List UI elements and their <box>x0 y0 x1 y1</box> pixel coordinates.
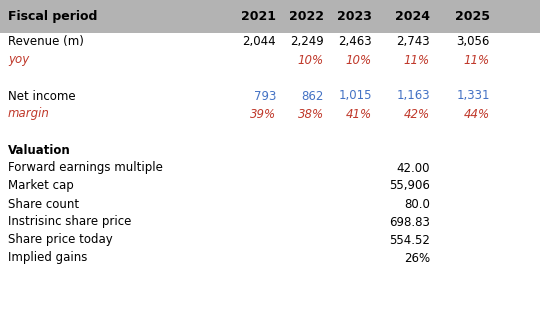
Text: Fiscal period: Fiscal period <box>8 10 97 23</box>
Text: Instrisinc share price: Instrisinc share price <box>8 215 131 228</box>
Text: Share count: Share count <box>8 198 79 211</box>
Text: 2,249: 2,249 <box>291 35 324 49</box>
Text: 2024: 2024 <box>395 10 430 23</box>
Text: 2,044: 2,044 <box>242 35 276 49</box>
Text: 1,015: 1,015 <box>339 90 372 102</box>
Text: 55,906: 55,906 <box>389 179 430 192</box>
Text: 554.52: 554.52 <box>389 233 430 247</box>
Text: 2025: 2025 <box>455 10 490 23</box>
Bar <box>0 0 540 33</box>
Text: 1,163: 1,163 <box>396 90 430 102</box>
Text: Share price today: Share price today <box>8 233 113 247</box>
Text: 2,463: 2,463 <box>339 35 372 49</box>
Text: yoy: yoy <box>8 54 29 66</box>
Text: Net income: Net income <box>8 90 76 102</box>
Text: margin: margin <box>8 107 50 121</box>
Text: 26%: 26% <box>404 252 430 264</box>
Text: 38%: 38% <box>298 107 324 121</box>
Text: 41%: 41% <box>346 107 372 121</box>
Text: 80.0: 80.0 <box>404 198 430 211</box>
Text: 793: 793 <box>254 90 276 102</box>
Text: Market cap: Market cap <box>8 179 74 192</box>
Text: Valuation: Valuation <box>8 143 71 156</box>
Text: 1,331: 1,331 <box>456 90 490 102</box>
Text: Forward earnings multiple: Forward earnings multiple <box>8 162 163 175</box>
Text: Revenue (m): Revenue (m) <box>8 35 84 49</box>
Text: 11%: 11% <box>404 54 430 66</box>
Text: 2021: 2021 <box>241 10 276 23</box>
Text: 2022: 2022 <box>289 10 324 23</box>
Text: 10%: 10% <box>298 54 324 66</box>
Text: Implied gains: Implied gains <box>8 252 87 264</box>
Text: 10%: 10% <box>346 54 372 66</box>
Text: 698.83: 698.83 <box>389 215 430 228</box>
Text: 39%: 39% <box>250 107 276 121</box>
Text: 2,743: 2,743 <box>396 35 430 49</box>
Text: 11%: 11% <box>464 54 490 66</box>
Text: 42%: 42% <box>404 107 430 121</box>
Text: 862: 862 <box>302 90 324 102</box>
Text: 2023: 2023 <box>337 10 372 23</box>
Text: 44%: 44% <box>464 107 490 121</box>
Text: 3,056: 3,056 <box>457 35 490 49</box>
Text: 42.00: 42.00 <box>396 162 430 175</box>
